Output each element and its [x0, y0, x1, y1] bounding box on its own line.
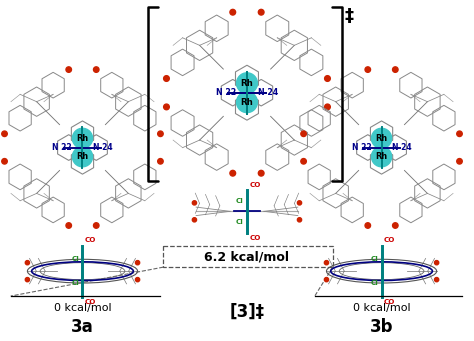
Circle shape — [230, 170, 236, 176]
Circle shape — [237, 73, 257, 94]
Text: Rh: Rh — [76, 134, 89, 143]
Circle shape — [136, 261, 140, 265]
Text: CO: CO — [249, 182, 261, 188]
Circle shape — [192, 201, 197, 205]
Circle shape — [457, 159, 462, 164]
Text: Cl: Cl — [370, 280, 378, 286]
Circle shape — [365, 67, 371, 72]
Text: Rh: Rh — [241, 98, 253, 107]
Circle shape — [258, 9, 264, 15]
Text: N 22: N 22 — [216, 88, 236, 97]
Text: Rh: Rh — [375, 134, 388, 143]
Circle shape — [324, 261, 328, 265]
Text: Rh: Rh — [241, 79, 253, 88]
Circle shape — [258, 170, 264, 176]
Text: N 24: N 24 — [392, 143, 411, 152]
Text: Rh: Rh — [375, 152, 388, 161]
Circle shape — [301, 131, 306, 136]
Text: N 24: N 24 — [258, 88, 278, 97]
Text: Rh: Rh — [76, 152, 89, 161]
Circle shape — [365, 223, 371, 228]
Text: [3]‡: [3]‡ — [229, 303, 264, 321]
Circle shape — [66, 223, 72, 228]
Circle shape — [25, 278, 29, 282]
Circle shape — [435, 261, 439, 265]
Circle shape — [372, 147, 392, 167]
Circle shape — [237, 92, 257, 113]
Circle shape — [136, 278, 140, 282]
Circle shape — [93, 223, 99, 228]
Text: Cl: Cl — [72, 256, 79, 262]
Text: CO: CO — [384, 237, 395, 243]
Circle shape — [325, 76, 330, 81]
Circle shape — [392, 223, 398, 228]
Circle shape — [301, 159, 306, 164]
Circle shape — [25, 261, 29, 265]
Text: N 22: N 22 — [352, 143, 371, 152]
Circle shape — [158, 131, 163, 136]
Circle shape — [230, 9, 236, 15]
Circle shape — [457, 131, 462, 136]
Circle shape — [164, 76, 169, 81]
Text: ‡: ‡ — [345, 7, 354, 25]
Text: 0 kcal/mol: 0 kcal/mol — [54, 303, 111, 313]
Text: Cl: Cl — [370, 256, 378, 262]
Text: 6.2 kcal/mol: 6.2 kcal/mol — [204, 250, 290, 263]
Text: CO: CO — [85, 299, 96, 305]
Circle shape — [73, 128, 92, 148]
Text: CO: CO — [85, 237, 96, 243]
Circle shape — [324, 278, 328, 282]
Text: Cl: Cl — [236, 198, 244, 204]
Circle shape — [435, 278, 439, 282]
Text: CO: CO — [384, 299, 395, 305]
Text: Cl: Cl — [72, 280, 79, 286]
Circle shape — [164, 104, 169, 110]
Text: N 22: N 22 — [53, 143, 72, 152]
Circle shape — [73, 147, 92, 167]
Circle shape — [93, 67, 99, 72]
Text: CO: CO — [249, 235, 261, 241]
Circle shape — [2, 159, 7, 164]
Circle shape — [297, 218, 301, 222]
Text: Cl: Cl — [236, 219, 244, 224]
Text: 3a: 3a — [71, 318, 94, 336]
Circle shape — [392, 67, 398, 72]
Circle shape — [2, 131, 7, 136]
Text: 3b: 3b — [370, 318, 393, 336]
Circle shape — [297, 201, 301, 205]
Text: N 24: N 24 — [93, 143, 112, 152]
Circle shape — [372, 128, 392, 148]
Circle shape — [192, 218, 197, 222]
Circle shape — [158, 159, 163, 164]
Circle shape — [66, 67, 72, 72]
Circle shape — [325, 104, 330, 110]
Text: 0 kcal/mol: 0 kcal/mol — [353, 303, 410, 313]
